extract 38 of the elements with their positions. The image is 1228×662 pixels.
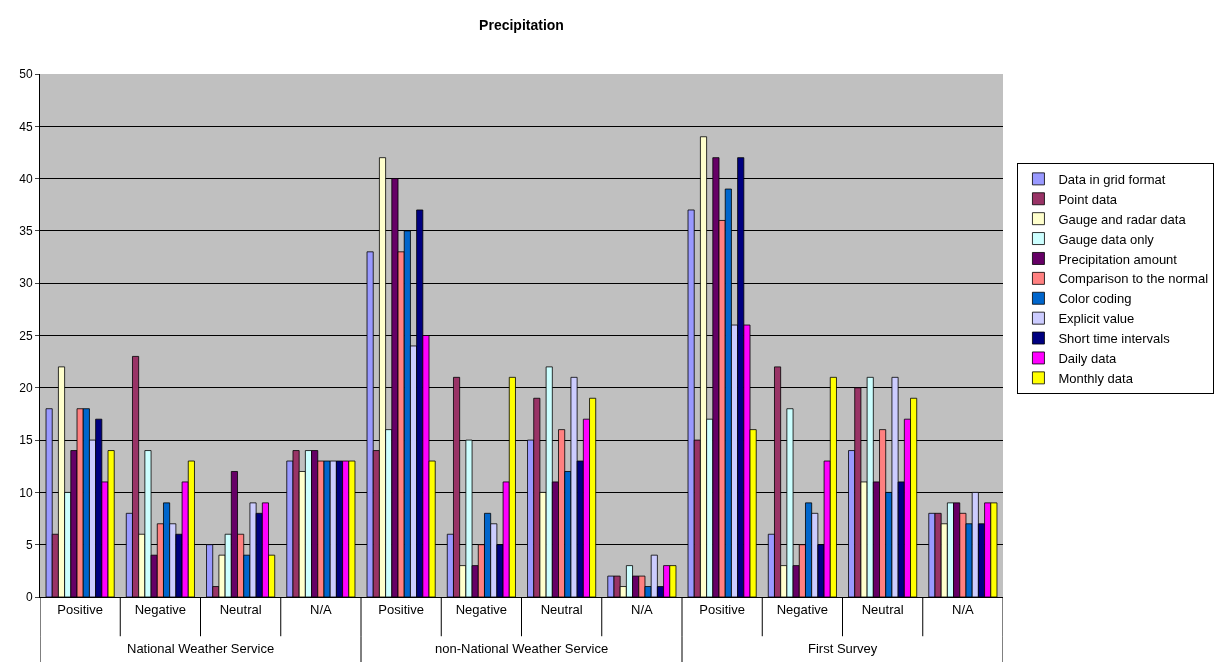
x-tick-label: Positive [57,601,103,617]
y-tick-label: 45 [19,119,33,134]
text: National Weather Service [127,641,275,656]
text: non-National Weather Service [435,641,609,656]
y-tick-label: 10 [19,485,33,500]
text: First Survey [808,641,878,656]
y-tick-label: 15 [19,433,33,448]
chart-title: Precipitation [479,16,564,33]
x-tick-label: Negative [134,601,187,617]
x-tick-label: Neutral [861,601,904,617]
legend-label: Point data [1058,191,1118,207]
legend-label: Monthly data [1058,370,1134,386]
x-tick-label: Positive [378,601,424,617]
x-tick-label: N/A [631,601,654,617]
legend-label: Color coding [1058,291,1132,307]
legend-label: Explicit value [1058,311,1135,327]
x-tick-label: Negative [455,601,508,617]
y-tick-label: 0 [25,590,33,605]
legend-label: Gauge and radar data [1058,211,1187,227]
y-tick-label: 40 [19,171,33,186]
legend-label: Precipitation amount [1058,251,1178,267]
legend-label: Short time intervals [1058,331,1171,347]
legend-label: Data in grid format [1058,171,1166,187]
x-tick-label: Neutral [219,601,262,617]
x-tick-label: N/A [952,601,975,617]
y-tick-label: 50 [19,67,33,82]
x-tick-label: Neutral [540,601,583,617]
y-tick-label: 25 [19,328,33,343]
x-tick-label: Positive [699,601,745,617]
x-tick-label: N/A [310,601,333,617]
y-tick-label: 5 [25,537,33,552]
y-tick-label: 30 [19,276,33,291]
y-tick-label: 35 [19,224,33,239]
y-tick-label: 20 [19,381,33,395]
legend-label: Gauge data only [1058,231,1155,247]
legend-label: Comparison to the normal [1058,271,1209,287]
x-tick-label: Negative [776,601,829,617]
legend-label: Daily data [1058,351,1118,367]
